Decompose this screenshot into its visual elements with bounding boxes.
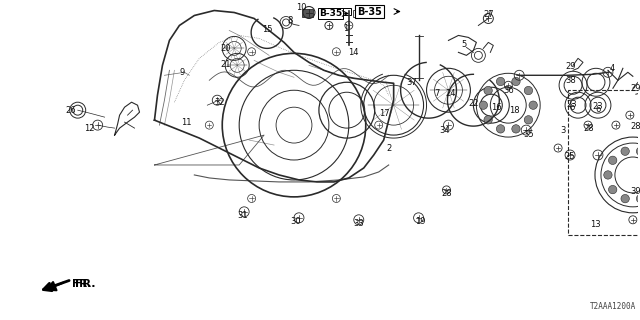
Text: 17: 17 <box>380 109 390 118</box>
Text: 35: 35 <box>523 130 534 139</box>
Text: 39: 39 <box>630 188 640 196</box>
Text: 19: 19 <box>415 217 426 226</box>
Circle shape <box>609 156 617 164</box>
Circle shape <box>609 185 617 194</box>
Text: 28: 28 <box>584 124 595 132</box>
Text: B-35: B-35 <box>319 9 342 18</box>
Text: 27: 27 <box>483 10 493 19</box>
Text: 20: 20 <box>220 44 230 53</box>
Bar <box>339 7 351 15</box>
Text: 2: 2 <box>386 144 391 153</box>
Text: 9: 9 <box>180 68 185 77</box>
Circle shape <box>524 86 532 95</box>
Circle shape <box>512 77 520 86</box>
Circle shape <box>484 116 492 124</box>
Text: B-35: B-35 <box>356 6 381 17</box>
Text: 28: 28 <box>441 189 452 198</box>
Text: 13: 13 <box>589 220 600 229</box>
Circle shape <box>621 147 629 156</box>
Text: 22: 22 <box>468 99 479 108</box>
Text: FR.: FR. <box>75 279 95 289</box>
Text: 7: 7 <box>434 89 439 98</box>
Text: 5: 5 <box>462 40 467 49</box>
Text: 4: 4 <box>609 64 614 73</box>
Text: 21: 21 <box>220 60 230 69</box>
Text: 30: 30 <box>291 217 301 226</box>
Text: 24: 24 <box>445 89 456 98</box>
Text: T2AAA1200A: T2AAA1200A <box>589 302 636 311</box>
Text: 25: 25 <box>565 151 575 161</box>
Text: FR.: FR. <box>72 279 91 289</box>
Text: 36: 36 <box>503 86 514 95</box>
Text: 28: 28 <box>630 122 640 131</box>
Text: 18: 18 <box>509 106 520 115</box>
Bar <box>353 10 363 18</box>
Bar <box>568 90 640 235</box>
Text: 29: 29 <box>566 62 576 71</box>
Text: 6: 6 <box>570 103 575 112</box>
Circle shape <box>479 101 488 109</box>
Text: 23: 23 <box>567 100 577 109</box>
Text: 11: 11 <box>181 118 191 127</box>
Text: 26: 26 <box>65 106 76 115</box>
Text: 3: 3 <box>561 126 566 135</box>
Text: 15: 15 <box>262 25 273 34</box>
Text: 23: 23 <box>593 102 604 111</box>
Circle shape <box>497 77 505 86</box>
Circle shape <box>484 86 492 95</box>
Circle shape <box>621 195 629 203</box>
Text: 32: 32 <box>214 98 225 107</box>
Circle shape <box>636 147 640 156</box>
Text: 1: 1 <box>343 24 348 33</box>
Text: 10: 10 <box>296 3 306 12</box>
Circle shape <box>604 171 612 179</box>
Circle shape <box>512 125 520 133</box>
Text: 8: 8 <box>287 16 292 25</box>
Text: 37: 37 <box>406 78 417 87</box>
Text: 33: 33 <box>353 219 364 228</box>
Text: 12: 12 <box>84 124 95 132</box>
Circle shape <box>524 116 532 124</box>
Circle shape <box>497 125 505 133</box>
Circle shape <box>529 101 538 109</box>
Text: 29: 29 <box>630 84 640 93</box>
Text: 14: 14 <box>349 48 359 57</box>
Text: 34: 34 <box>439 126 450 135</box>
Text: 38: 38 <box>566 76 577 85</box>
Text: 6: 6 <box>595 105 601 114</box>
Text: 16: 16 <box>491 103 502 112</box>
Text: 31: 31 <box>237 211 248 220</box>
Bar <box>302 9 313 18</box>
Circle shape <box>636 195 640 203</box>
